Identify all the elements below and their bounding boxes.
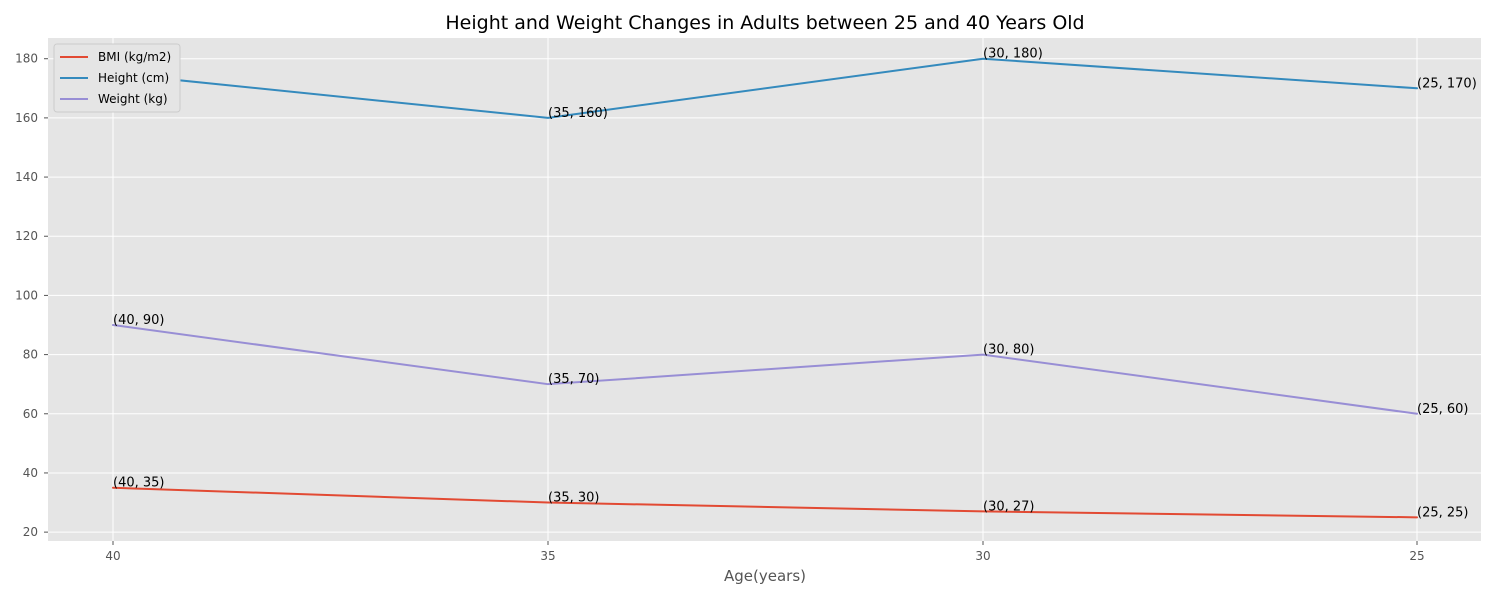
data-label-bmi: (40, 35) xyxy=(113,476,165,491)
y-tick-label: 40 xyxy=(23,466,38,480)
y-tick-label: 140 xyxy=(15,170,38,184)
y-tick-label: 120 xyxy=(15,229,38,243)
data-label-weight: (30, 80) xyxy=(983,343,1035,358)
y-tick-label: 180 xyxy=(15,52,38,66)
data-label-bmi: (30, 27) xyxy=(983,499,1035,514)
legend-label-height: Height (cm) xyxy=(98,71,169,85)
series-line-bmi xyxy=(112,486,1418,519)
x-tick-label: 35 xyxy=(540,549,555,563)
chart-title: Height and Weight Changes in Adults betw… xyxy=(445,12,1084,34)
series-layer xyxy=(112,57,1418,519)
grid-lines xyxy=(48,38,1481,541)
plot-area xyxy=(48,38,1481,541)
data-label-height: (30, 180) xyxy=(983,47,1043,62)
x-axis: 40 35 30 25 xyxy=(105,541,1425,563)
x-axis-label: Age(years) xyxy=(724,567,806,585)
data-label-bmi: (25, 25) xyxy=(1417,505,1469,520)
y-tick-label: 60 xyxy=(23,407,38,421)
y-tick-label: 160 xyxy=(15,111,38,125)
legend-label-weight: Weight (kg) xyxy=(98,92,168,106)
y-tick-label: 20 xyxy=(23,525,38,539)
data-labels: (40, 35)(35, 30)(30, 27)(25, 25)(40, 175… xyxy=(113,47,1477,521)
x-tick-label: 30 xyxy=(975,549,990,563)
data-label-height: (35, 160) xyxy=(548,106,608,121)
legend-label-bmi: BMI (kg/m2) xyxy=(98,50,171,64)
y-axis: 20 40 60 80 100 120 140 160 180 xyxy=(15,52,48,539)
data-label-weight: (35, 70) xyxy=(548,372,600,387)
series-line-height xyxy=(112,57,1418,119)
legend-box xyxy=(53,43,181,113)
data-label-bmi: (35, 30) xyxy=(548,491,600,506)
y-tick-label: 100 xyxy=(15,288,38,302)
data-label-height: (25, 170) xyxy=(1417,76,1477,91)
series-line-weight xyxy=(112,324,1418,415)
y-tick-label: 80 xyxy=(23,348,38,362)
legend: BMI (kg/m2) Height (cm) Weight (kg) xyxy=(53,43,181,113)
x-tick-label: 40 xyxy=(105,549,120,563)
data-label-weight: (40, 90) xyxy=(113,313,165,328)
x-tick-label: 25 xyxy=(1409,549,1424,563)
data-label-weight: (25, 60) xyxy=(1417,402,1469,417)
